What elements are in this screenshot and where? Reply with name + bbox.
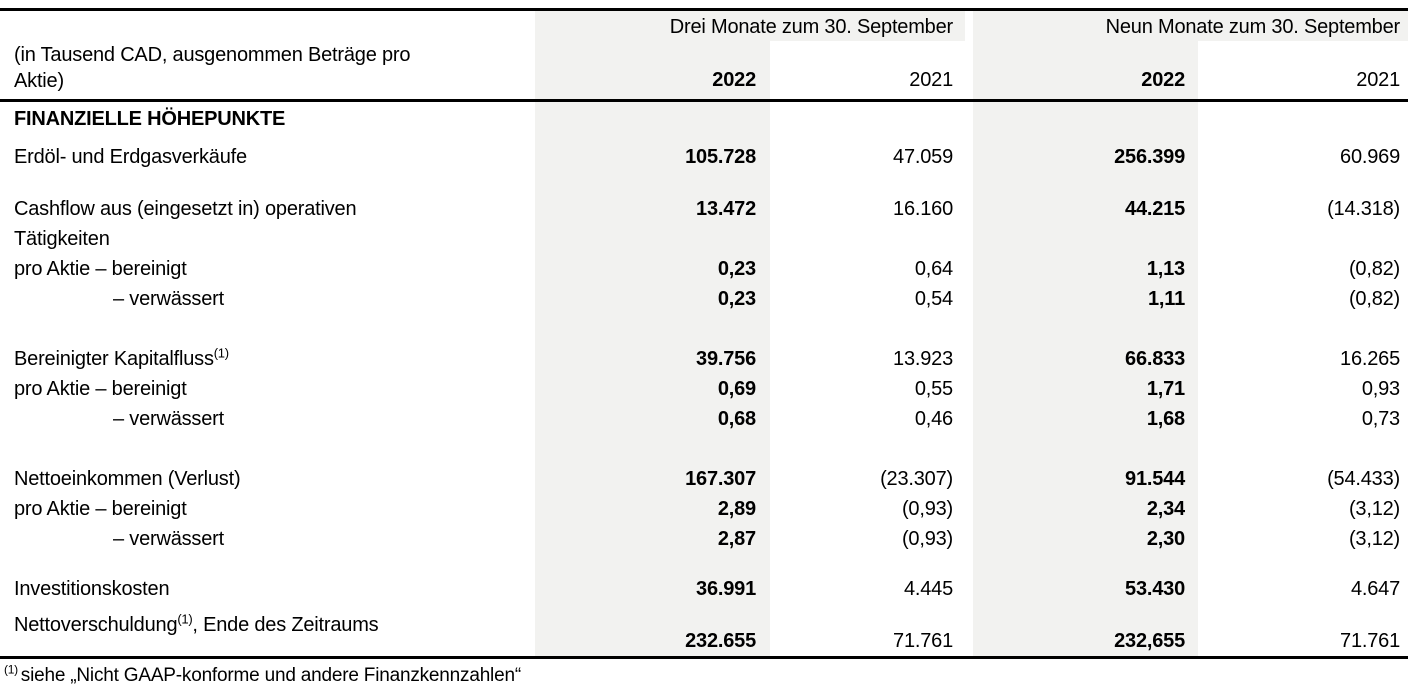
- value-9m-2021: (54.433): [1327, 468, 1400, 490]
- footnote-marker: (1): [4, 662, 18, 677]
- value-9m-2021: 16.265: [1340, 348, 1400, 370]
- row-label: Nettoverschuldung(1), Ende des Zeitraums: [14, 611, 379, 636]
- table-row: Bereinigter Kapitalfluss(1) 39.756 13.923 6…: [0, 344, 1408, 374]
- value-9m-2021: 0,73: [1361, 408, 1400, 430]
- column-group-nine-months: Neun Monate zum 30. September: [973, 11, 1408, 41]
- value-9m-2021: (14.318): [1327, 198, 1400, 220]
- value-9m-2022: 1,13: [1146, 258, 1185, 280]
- table-row: pro Aktie – bereinigt 2,89 (0,93) 2,34 (3,12…: [0, 494, 1408, 524]
- value-9m-2022: 1,71: [1146, 378, 1185, 400]
- value-3m-2021: 0,46: [914, 408, 953, 430]
- row-label: pro Aktie – bereinigt: [14, 498, 187, 520]
- value-9m-2021: (0,82): [1348, 288, 1400, 310]
- section-title: FINANZIELLE HÖHEPUNKTE: [14, 108, 286, 130]
- table-row: pro Aktie – bereinigt 0,23 0,64 1,13 (0,82): [0, 254, 1408, 284]
- value-3m-2021: (0,93): [901, 528, 953, 550]
- row-label: Erdöl- und Erdgasverkäufe: [14, 146, 247, 168]
- footnote-marker: (1): [213, 345, 229, 361]
- value-3m-2021: (0,93): [901, 498, 953, 520]
- value-3m-2021: 71.761: [893, 630, 953, 652]
- table-row: – verwässert 0,68 0,46 1,68 0,73: [0, 404, 1408, 434]
- table-row: Erdöl- und Erdgasverkäufe 105.728 47.059 25…: [0, 142, 1408, 172]
- value-9m-2021: 4.647: [1350, 578, 1400, 600]
- value-3m-2021: (23.307): [880, 468, 953, 490]
- column-group-three-months: Drei Monate zum 30. September: [535, 11, 965, 41]
- row-label: pro Aktie – bereinigt: [14, 258, 187, 280]
- footnote-text: siehe „Nicht GAAP-konforme und andere Fi…: [20, 665, 521, 686]
- footnote-marker: (1): [177, 611, 193, 627]
- value-3m-2022: 2,87: [717, 528, 756, 550]
- value-9m-2022: 1,11: [1147, 288, 1185, 310]
- row-label: – verwässert: [113, 528, 224, 550]
- value-3m-2021: 0,55: [914, 378, 953, 400]
- year-header-3m-2021: 2021: [909, 69, 953, 91]
- value-3m-2022: 0,23: [717, 258, 756, 280]
- value-9m-2022: 53.430: [1125, 578, 1185, 600]
- footnote: (1) siehe „Nicht GAAP-konforme und andere…: [0, 663, 1408, 688]
- value-3m-2021: 0,64: [914, 258, 953, 280]
- table-body: FINANZIELLE HÖHEPUNKTE Erdöl- und Erdgas…: [0, 102, 1408, 656]
- value-9m-2022: 2,34: [1146, 498, 1185, 520]
- value-9m-2022: 44.215: [1125, 198, 1185, 220]
- value-3m-2022: 36.991: [696, 578, 756, 600]
- value-3m-2022: 105.728: [685, 146, 756, 168]
- bottom-rule: [0, 656, 1408, 659]
- row-label: Nettoeinkommen (Verlust): [14, 468, 241, 490]
- row-label: Bereinigter Kapitalfluss(1): [14, 345, 229, 370]
- section-header-row: FINANZIELLE HÖHEPUNKTE: [0, 102, 1408, 136]
- table-header: (in Tausend CAD, ausgenommen Beträge pro…: [0, 11, 1408, 99]
- value-3m-2022: 167.307: [685, 468, 756, 490]
- row-label: – verwässert: [113, 288, 224, 310]
- value-3m-2022: 39.756: [696, 348, 756, 370]
- value-3m-2021: 4.445: [903, 578, 953, 600]
- value-9m-2021: (3,12): [1348, 528, 1400, 550]
- value-9m-2021: 71.761: [1340, 630, 1400, 652]
- table-row: pro Aktie – bereinigt 0,69 0,55 1,71 0,93: [0, 374, 1408, 404]
- value-3m-2022: 2,89: [717, 498, 756, 520]
- value-3m-2021: 13.923: [893, 348, 953, 370]
- value-9m-2021: 60.969: [1340, 146, 1400, 168]
- table-row: Nettoeinkommen (Verlust) 167.307 (23.307) 9…: [0, 464, 1408, 494]
- header-divider-rule: [0, 99, 1408, 102]
- value-9m-2022: 232,655: [1114, 630, 1185, 652]
- row-label: – verwässert: [113, 408, 224, 430]
- value-3m-2021: 47.059: [893, 146, 953, 168]
- year-header-3m-2022: 2022: [535, 41, 770, 99]
- row-label: pro Aktie – bereinigt: [14, 378, 187, 400]
- year-header-9m-2021: 2021: [1356, 69, 1400, 91]
- table-row: Cashflow aus (eingesetzt in) operativen …: [0, 194, 1408, 254]
- table-row: – verwässert 0,23 0,54 1,11 (0,82): [0, 284, 1408, 314]
- table-row: – verwässert 2,87 (0,93) 2,30 (3,12): [0, 524, 1408, 554]
- value-3m-2021: 16.160: [893, 198, 953, 220]
- top-rule: [0, 8, 1408, 11]
- table-row: Investitionskosten 36.991 4.445 53.430 4.647: [0, 574, 1408, 604]
- year-header-9m-2022: 2022: [973, 41, 1198, 99]
- value-9m-2022: 2,30: [1146, 528, 1185, 550]
- value-3m-2022: 13.472: [696, 198, 756, 220]
- value-3m-2022: 232.655: [685, 630, 756, 652]
- value-3m-2022: 0,69: [717, 378, 756, 400]
- row-label: Cashflow aus (eingesetzt in) operativen …: [14, 198, 357, 250]
- value-9m-2021: (0,82): [1348, 258, 1400, 280]
- value-9m-2021: 0,93: [1361, 378, 1400, 400]
- value-9m-2022: 1,68: [1146, 408, 1185, 430]
- value-3m-2022: 0,23: [717, 288, 756, 310]
- value-9m-2022: 256.399: [1114, 146, 1185, 168]
- value-3m-2022: 0,68: [717, 408, 756, 430]
- value-9m-2022: 91.544: [1125, 468, 1185, 490]
- value-9m-2021: (3,12): [1348, 498, 1400, 520]
- value-9m-2022: 66.833: [1125, 348, 1185, 370]
- row-label: Investitionskosten: [14, 578, 170, 600]
- value-3m-2021: 0,54: [914, 288, 953, 310]
- unit-note: (in Tausend CAD, ausgenommen Beträge pro…: [14, 44, 411, 92]
- table-row: Nettoverschuldung(1), Ende des Zeitraums…: [0, 610, 1408, 656]
